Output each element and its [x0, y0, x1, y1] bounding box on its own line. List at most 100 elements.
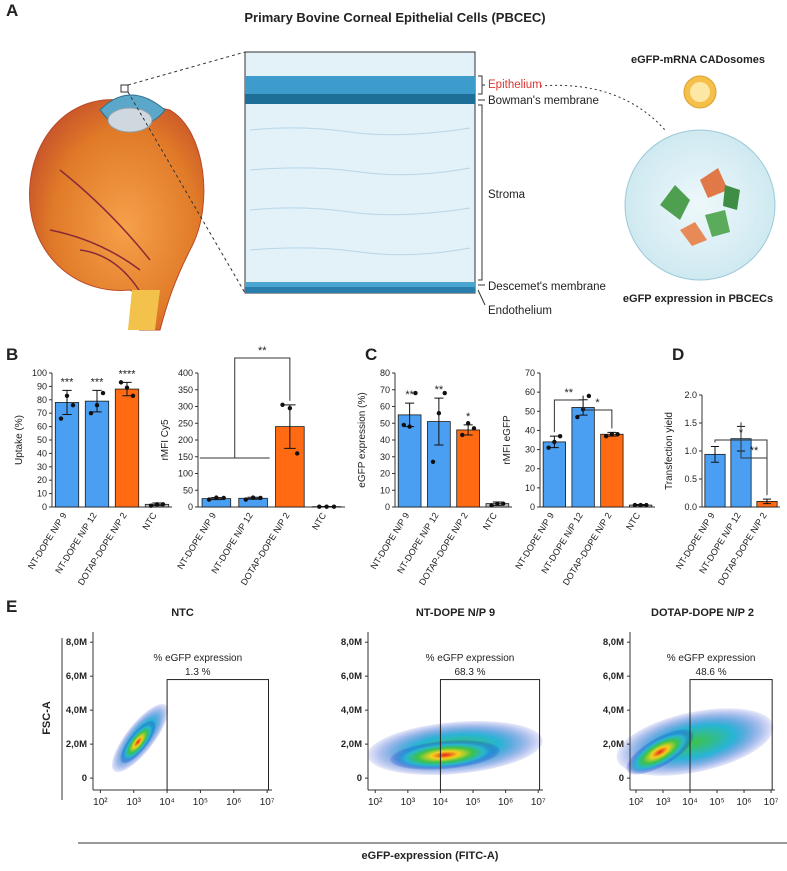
- data-point: [615, 432, 619, 436]
- gate-value: 48.6 %: [696, 667, 727, 678]
- bar: [85, 401, 108, 507]
- data-point: [155, 502, 159, 506]
- y-tick-label: 100: [32, 368, 47, 378]
- x-tick-label: NT-DOPE N/P 9: [175, 511, 218, 571]
- y-tick-label: 350: [178, 385, 193, 395]
- data-point: [59, 416, 63, 420]
- y-tick-label: 250: [178, 418, 193, 428]
- significance: *: [595, 397, 600, 409]
- significance: **: [564, 387, 573, 399]
- y-tick-label: 0: [357, 773, 362, 784]
- flow-y-label: FSC-A: [41, 701, 53, 735]
- x-tick-label: 10⁶: [498, 797, 513, 808]
- y-tick-label: 1.5: [684, 418, 697, 428]
- x-tick-label: DOTAP-DOPE N/P 2: [716, 511, 769, 587]
- y-tick-label: 90: [37, 381, 47, 391]
- data-point: [65, 394, 69, 398]
- data-point: [431, 460, 435, 464]
- y-tick-label: 20: [380, 469, 390, 479]
- x-tick-label: 10⁴: [682, 797, 697, 808]
- data-point: [443, 391, 447, 395]
- y-tick-label: 0: [82, 773, 87, 784]
- y-tick-label: 100: [178, 469, 193, 479]
- significance: **: [750, 445, 759, 457]
- particles-label: eGFP-mRNA CADosomes: [631, 54, 765, 66]
- data-point: [332, 504, 336, 508]
- significance: *: [466, 411, 471, 423]
- data-point: [604, 434, 608, 438]
- y-tick-label: 20: [37, 475, 47, 485]
- x-tick-label: 10³: [656, 797, 671, 808]
- flow-title: NT-DOPE N/P 9: [416, 607, 495, 619]
- x-tick-label: 10⁵: [465, 797, 480, 808]
- data-point: [587, 394, 591, 398]
- data-point: [288, 406, 292, 410]
- data-point: [575, 415, 579, 419]
- data-point: [251, 495, 255, 499]
- gate-label: % eGFP expression: [153, 653, 242, 664]
- flow-title: DOTAP-DOPE N/P 2: [651, 607, 754, 619]
- y-tick-label: 300: [178, 402, 193, 412]
- gate-value: 1.3 %: [185, 667, 211, 678]
- y-tick-label: 0.0: [684, 502, 697, 512]
- data-point: [558, 434, 562, 438]
- significance: **: [258, 345, 267, 357]
- gate-value: 68.3 %: [454, 667, 485, 678]
- bar: [115, 389, 138, 507]
- x-tick-label: 10²: [93, 797, 108, 808]
- data-point: [638, 503, 642, 507]
- layer-label: Endothelium: [488, 305, 552, 317]
- x-tick-label: 10⁴: [159, 797, 174, 808]
- y-tick-label: 0.5: [684, 474, 697, 484]
- data-point: [149, 503, 153, 507]
- y-tick-label: 0: [42, 502, 47, 512]
- layer-label: Epithelium: [488, 79, 542, 91]
- x-tick-label: 10⁷: [764, 797, 779, 808]
- data-point: [413, 391, 417, 395]
- y-tick-label: 0: [530, 502, 535, 512]
- panel-label: E: [6, 597, 17, 616]
- y-tick-label: 0: [188, 502, 193, 512]
- data-point: [207, 497, 211, 501]
- x-tick-label: NTC: [310, 510, 329, 531]
- data-point: [244, 497, 248, 501]
- y-tick-label: 2.0: [684, 390, 697, 400]
- y-tick-label: 50: [183, 485, 193, 495]
- y-tick-label: 40: [380, 435, 390, 445]
- y-axis-label: eGFP expression (%): [357, 392, 368, 487]
- gate: [167, 680, 268, 790]
- y-axis-label: rMFI eGFP: [502, 415, 513, 465]
- layer-label: Stroma: [488, 189, 526, 201]
- x-tick-label: 10⁵: [709, 797, 724, 808]
- data-point: [552, 440, 556, 444]
- y-tick-label: 20: [525, 464, 535, 474]
- y-tick-label: 10: [37, 489, 47, 499]
- y-tick-label: 60: [525, 387, 535, 397]
- data-point: [95, 403, 99, 407]
- data-point: [280, 403, 284, 407]
- eye-illustration: [30, 85, 204, 330]
- x-tick-label: 10³: [401, 797, 416, 808]
- x-tick-label: 10⁷: [260, 797, 275, 808]
- data-point: [472, 426, 476, 430]
- y-tick-label: 8,0M: [341, 637, 362, 648]
- y-tick-label: 80: [380, 368, 390, 378]
- significance: **: [405, 389, 414, 401]
- y-tick-label: 30: [380, 452, 390, 462]
- significance: **: [435, 384, 444, 396]
- y-tick-label: 70: [380, 385, 390, 395]
- gate-label: % eGFP expression: [667, 653, 756, 664]
- data-point: [407, 424, 411, 428]
- y-tick-label: 6,0M: [66, 671, 87, 682]
- y-tick-label: 8,0M: [66, 637, 87, 648]
- data-point: [324, 504, 328, 508]
- y-axis-label: Uptake (%): [14, 415, 25, 465]
- y-tick-label: 50: [380, 418, 390, 428]
- y-tick-label: 50: [525, 406, 535, 416]
- petri-dish: [625, 130, 775, 280]
- significance: ****: [118, 368, 136, 380]
- data-point: [437, 411, 441, 415]
- y-tick-label: 30: [525, 445, 535, 455]
